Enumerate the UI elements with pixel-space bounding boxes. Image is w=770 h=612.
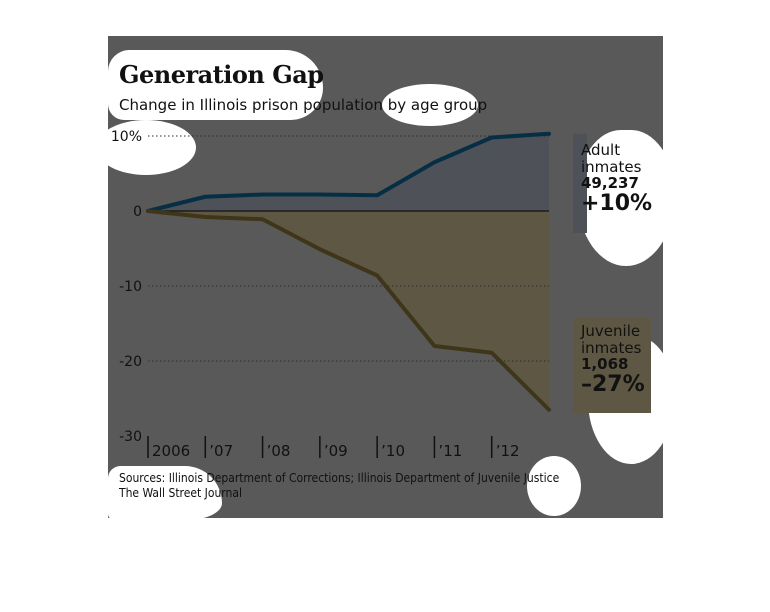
juvenile-label-line2: inmates (581, 338, 642, 357)
x-tick-label: 2006 (152, 442, 190, 460)
y-tick-label: -20 (119, 354, 142, 370)
chart-title: Generation Gap (119, 60, 324, 89)
x-tick-label: ’12 (496, 442, 520, 460)
adult-label-line1: Adult (581, 141, 621, 159)
series-area-0 (148, 133, 549, 211)
x-tick-label: ’11 (438, 442, 462, 460)
chart-subtitle: Change in Illinois prison population by … (119, 96, 488, 114)
y-tick-label: -10 (119, 279, 142, 295)
x-tick-label: ’08 (267, 442, 291, 460)
highlight-blob (108, 50, 323, 120)
juvenile-label-strip (573, 318, 651, 413)
series-area-1 (148, 211, 549, 410)
highlight-blob (527, 456, 581, 516)
y-tick-label: -30 (119, 429, 142, 445)
y-tick-label: 10% (111, 129, 142, 145)
publisher-text: The Wall Street Journal (119, 486, 242, 500)
highlight-blob (382, 84, 478, 126)
sources-text: Sources: Illinois Department of Correcti… (119, 471, 560, 485)
juvenile-end-label: Juvenile inmates 1,068 –27% (581, 323, 645, 397)
adult-label-line2: inmates (581, 157, 642, 176)
series-line-0 (146, 131, 551, 213)
highlight-blob (96, 120, 196, 175)
x-tick-label: ’09 (324, 442, 348, 460)
highlight-blob (578, 130, 674, 266)
source-note: Sources: Illinois Department of Correcti… (119, 471, 559, 501)
highlight-blob (108, 466, 222, 520)
adult-end-label: Adult inmates 49,237 +10% (581, 142, 652, 216)
juvenile-count: 1,068 (581, 355, 629, 373)
adult-label-strip (573, 133, 587, 233)
series-line-1 (146, 209, 551, 412)
juvenile-label-line1: Juvenile (581, 322, 641, 340)
y-tick-label: 0 (133, 204, 142, 220)
adult-count: 49,237 (581, 174, 639, 192)
x-tick-label: ’10 (381, 442, 405, 460)
adult-change-pct: +10% (581, 190, 653, 216)
x-tick-label: ’07 (209, 442, 233, 460)
juvenile-change-pct: –27% (581, 371, 645, 397)
